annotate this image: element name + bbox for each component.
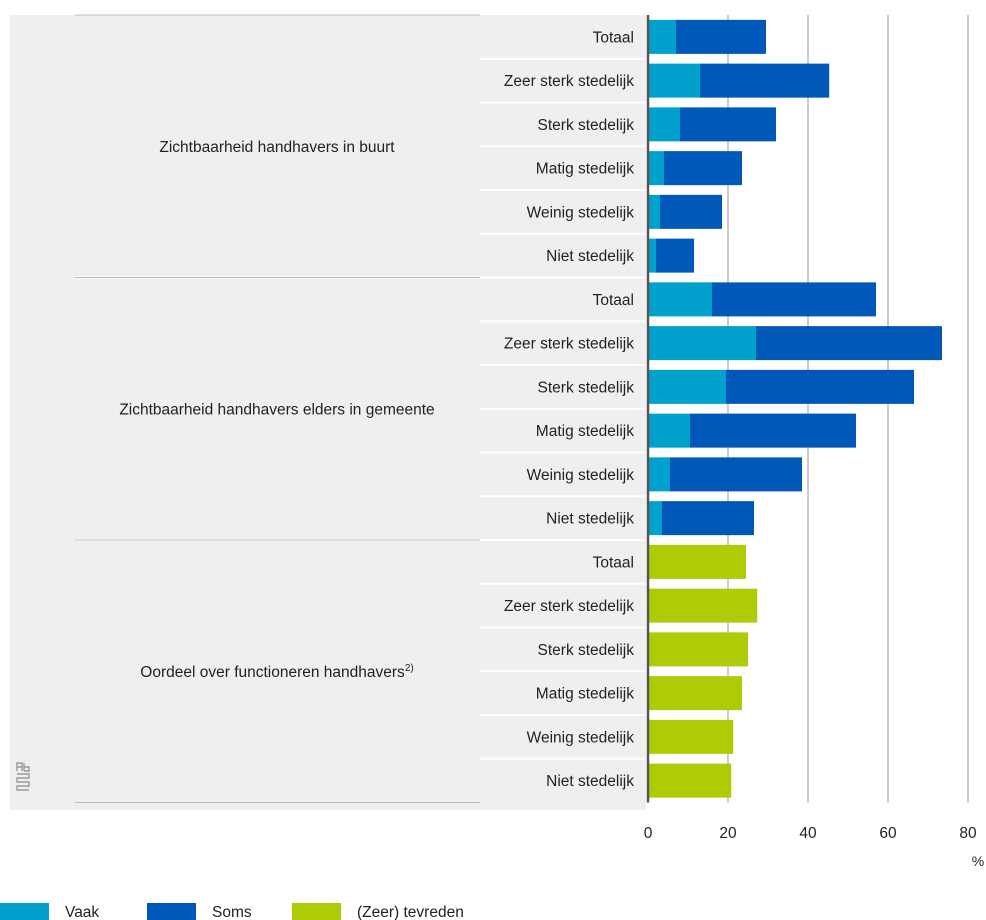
bar-tevreden	[648, 719, 734, 754]
bar-soms	[662, 501, 754, 536]
category-label: Zeer sterk stedelijk	[504, 336, 634, 353]
legend: Vaak Soms (Zeer) tevreden	[0, 903, 464, 920]
legend-label-vaak: Vaak	[65, 904, 99, 920]
bar-vaak	[648, 107, 680, 142]
legend-label-soms: Soms	[212, 904, 252, 920]
category-label: Matig stedelijk	[536, 686, 634, 703]
legend-swatch-tevreden	[292, 903, 341, 920]
legend-swatch-soms	[147, 903, 196, 920]
bar-tevreden	[648, 544, 746, 579]
group-label: Oordeel over functioneren handhavers2)	[140, 663, 413, 681]
bar-tevreden	[648, 676, 742, 711]
category-label: Niet stedelijk	[546, 248, 634, 265]
group-label: Zichtbaarheid handhavers in buurt	[159, 139, 395, 156]
bar-soms	[700, 63, 830, 98]
category-label: Sterk stedelijk	[538, 117, 635, 134]
bars	[648, 19, 942, 798]
x-unit-label: %	[972, 853, 984, 869]
category-label: Zeer sterk stedelijk	[504, 73, 634, 90]
row-separators	[75, 14, 646, 804]
category-labels: Totaal Zeer sterk stedelijk Sterk stedelij…	[504, 29, 634, 790]
bar-soms	[656, 238, 694, 273]
bar-vaak	[648, 151, 664, 186]
category-label: Weinig stedelijk	[527, 729, 635, 746]
category-label: Matig stedelijk	[536, 423, 634, 440]
category-label: Niet stedelijk	[546, 773, 634, 790]
legend-swatch-vaak	[0, 903, 49, 920]
bar-vaak	[648, 457, 670, 492]
category-label: Totaal	[593, 292, 634, 309]
x-axis: 0 20 40 60 80%	[644, 15, 984, 869]
bar-soms	[676, 19, 766, 54]
cbs-logo-icon	[16, 762, 30, 791]
bar-soms	[712, 282, 876, 317]
bar-soms	[726, 369, 914, 404]
bar-vaak	[648, 63, 700, 98]
bar-vaak	[648, 282, 712, 317]
bar-tevreden	[648, 632, 748, 667]
grid-lines	[727, 15, 969, 803]
group-label: Zichtbaarheid handhavers elders in gemee…	[119, 401, 434, 418]
category-label: Totaal	[593, 554, 634, 571]
bar-soms	[670, 457, 802, 492]
category-label: Zeer sterk stedelijk	[504, 598, 634, 615]
group-labels: Zichtbaarheid handhavers in buurt Zichtba…	[119, 139, 434, 681]
x-tick-label: 80	[959, 825, 977, 842]
bar-tevreden	[648, 763, 732, 798]
bar-soms	[690, 413, 856, 448]
bar-soms	[756, 326, 942, 361]
bar-vaak	[648, 501, 662, 536]
category-label: Weinig stedelijk	[527, 204, 635, 221]
category-label: Weinig stedelijk	[527, 467, 635, 484]
x-tick-label: 60	[879, 825, 897, 842]
category-label: Sterk stedelijk	[538, 642, 635, 659]
category-label: Niet stedelijk	[546, 511, 634, 528]
x-tick-label: 40	[799, 825, 817, 842]
bar-soms	[660, 194, 722, 229]
bar-vaak	[648, 19, 676, 54]
x-tick-label: 0	[644, 825, 653, 842]
category-label: Totaal	[593, 29, 634, 46]
bar-vaak	[648, 238, 656, 273]
bar-vaak	[648, 413, 690, 448]
bar-vaak	[648, 326, 756, 361]
bar-soms	[664, 151, 742, 186]
category-label: Matig stedelijk	[536, 161, 634, 178]
bar-soms	[680, 107, 776, 142]
bar-tevreden	[648, 588, 758, 623]
legend-label-tevreden: (Zeer) tevreden	[357, 904, 464, 920]
bar-vaak	[648, 194, 660, 229]
label-panel-background	[10, 15, 646, 810]
category-label: Sterk stedelijk	[538, 379, 635, 396]
bar-vaak	[648, 369, 726, 404]
x-tick-label: 20	[719, 825, 737, 842]
